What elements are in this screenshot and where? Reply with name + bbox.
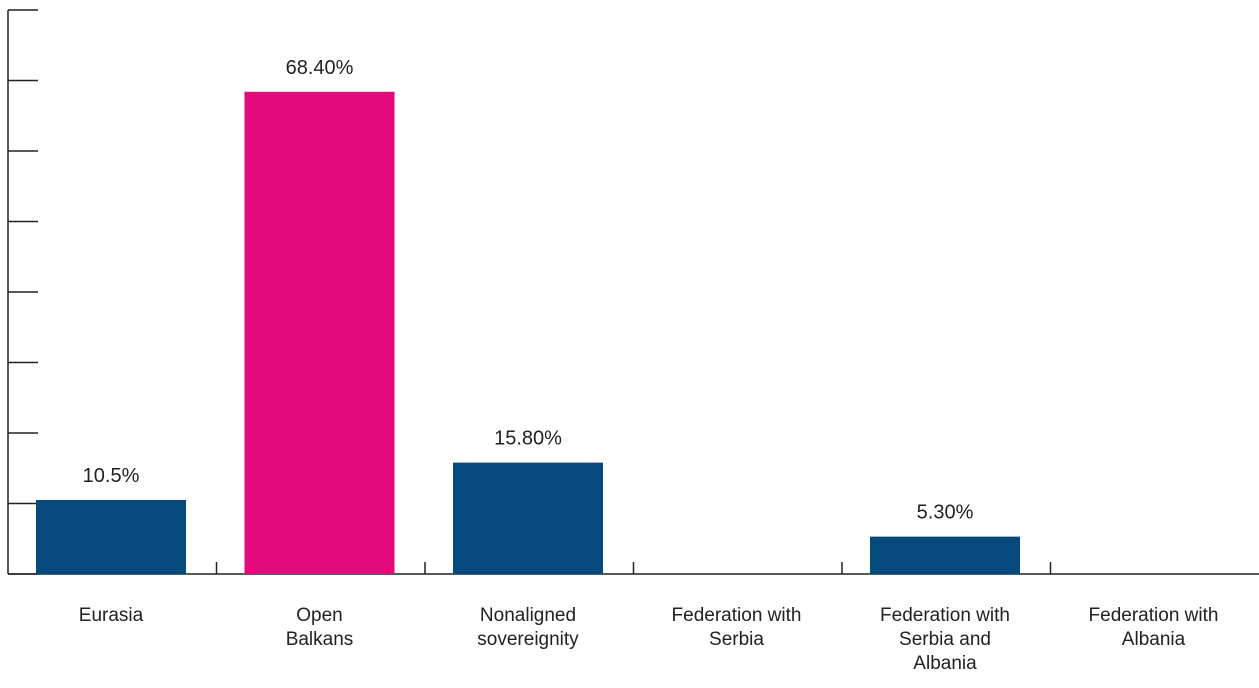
x-tick-label: Nonaligned sovereignity [477,605,579,650]
x-tick-label: Federation with Albania [1088,605,1219,650]
x-tick-label: Eurasia [78,605,144,626]
x-tick-label: Federation with Serbia and Albania [880,605,1010,674]
value-label: 15.80% [494,428,562,450]
x-tick-label: Federation with Serbia [671,605,802,650]
value-label: 10.5% [83,465,140,487]
bar [36,499,186,574]
bar [244,91,395,574]
x-tick-label: Open Balkans [285,605,354,650]
bar [870,536,1020,574]
bar [453,462,603,574]
value-label: 5.30% [917,502,974,524]
value-label: 68.40% [286,57,354,79]
